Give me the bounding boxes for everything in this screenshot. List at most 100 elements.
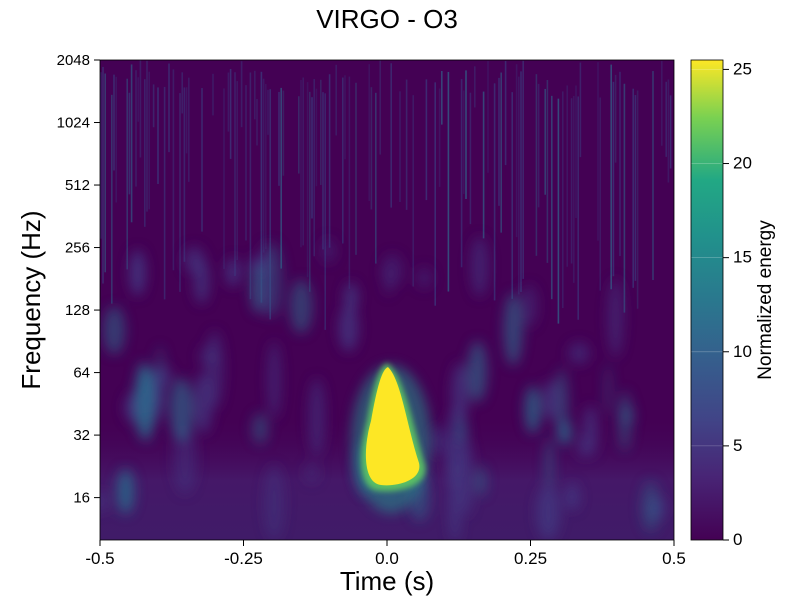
energy-blob [607, 278, 624, 358]
energy-blob [604, 364, 612, 417]
noise-streak [300, 79, 302, 248]
colorbar-tick-label: 25 [733, 59, 752, 78]
noise-streaks [100, 60, 672, 330]
noise-streak [128, 92, 131, 195]
energy-blob [205, 330, 224, 409]
y-tick-label: 2048 [57, 52, 90, 69]
noise-streak [612, 81, 615, 277]
noise-streak [370, 87, 373, 210]
energy-blob [456, 417, 467, 444]
spectrogram-plot-area [100, 60, 674, 540]
noise-streak [102, 66, 104, 284]
noise-streak [240, 61, 243, 128]
energy-blob [568, 342, 590, 365]
noise-streak [262, 78, 265, 253]
noise-streak [254, 70, 256, 120]
y-tick-label: 512 [65, 177, 90, 194]
noise-streak [425, 79, 428, 201]
noise-streak [500, 72, 502, 233]
noise-streak [636, 90, 639, 309]
noise-streak [344, 75, 346, 160]
noise-streak [551, 95, 553, 300]
energy-blob [193, 259, 210, 304]
noise-streak [256, 99, 258, 146]
noise-streak [520, 71, 522, 292]
noise-streak [280, 87, 282, 269]
noise-streak [652, 71, 654, 281]
noise-streak [412, 95, 414, 287]
noise-streak [623, 83, 626, 313]
colorbar-tick-label: 10 [733, 342, 752, 361]
noise-streak [522, 60, 524, 279]
energy-blob [542, 380, 559, 420]
noise-streak [447, 71, 450, 292]
noise-streak [113, 74, 115, 171]
noise-streak [610, 64, 612, 290]
noise-streak [518, 76, 520, 295]
noise-streak [181, 72, 183, 114]
noise-streak [315, 88, 318, 187]
energy-blob [225, 257, 241, 287]
energy-blob [430, 425, 444, 457]
noise-streak [234, 72, 236, 276]
noise-streak [282, 90, 285, 176]
noise-streak [511, 92, 513, 299]
noise-streak [438, 88, 441, 187]
noise-streak [298, 96, 300, 174]
noise-streak [227, 72, 230, 132]
energy-blob [259, 242, 272, 317]
noise-streak [614, 74, 617, 163]
noise-streak [163, 86, 166, 300]
noise-streak [100, 72, 102, 239]
noise-streak [278, 91, 280, 186]
noise-streak [557, 98, 560, 324]
noise-streak [504, 61, 507, 166]
noise-streak [375, 92, 377, 264]
y-axis-ticks: 16 32 64 128 256 512 1024 2048 [57, 52, 100, 507]
energy-blob [304, 461, 319, 484]
noise-streak [126, 78, 128, 270]
y-axis-label: Frequency (Hz) [16, 210, 46, 389]
energy-blob [416, 266, 432, 289]
noise-streak [469, 92, 472, 225]
noise-streak [579, 62, 582, 158]
noise-streak [575, 85, 577, 219]
noise-streak [399, 91, 401, 203]
y-tick-label: 128 [65, 302, 90, 319]
noise-streak [661, 61, 663, 146]
noise-streak [570, 98, 573, 264]
energy-blob [536, 484, 560, 540]
noise-streak [487, 61, 489, 173]
transient-core [365, 367, 420, 486]
energy-blob [308, 378, 326, 457]
background-blobs [100, 236, 665, 540]
noise-streak [115, 76, 117, 203]
noise-streak [665, 81, 667, 157]
noise-streak [152, 84, 155, 128]
noise-streak [597, 62, 599, 241]
noise-streak [104, 73, 106, 273]
energy-blob [169, 377, 193, 442]
x-tick-label: 0.5 [662, 549, 686, 568]
noise-streak [667, 79, 670, 183]
y-tick-label: 256 [65, 240, 90, 257]
transient-signal [351, 363, 431, 514]
noise-streak [546, 79, 549, 263]
noise-streak [179, 93, 181, 292]
noise-streak [135, 70, 137, 187]
noise-streak [322, 92, 324, 250]
noise-streak [188, 77, 190, 182]
noise-streak [328, 74, 331, 248]
noise-streak [146, 60, 148, 212]
noise-streak [493, 83, 496, 301]
energy-blob [267, 341, 281, 419]
noise-streak [311, 97, 313, 219]
y-tick-label: 16 [73, 490, 90, 507]
noise-streak [172, 69, 175, 271]
noise-streak [632, 88, 634, 288]
noise-streak [348, 76, 351, 289]
energy-blob [521, 284, 538, 328]
noise-streak [111, 94, 113, 304]
colorbar-tick-label: 5 [733, 436, 742, 455]
noise-streak [324, 93, 326, 330]
